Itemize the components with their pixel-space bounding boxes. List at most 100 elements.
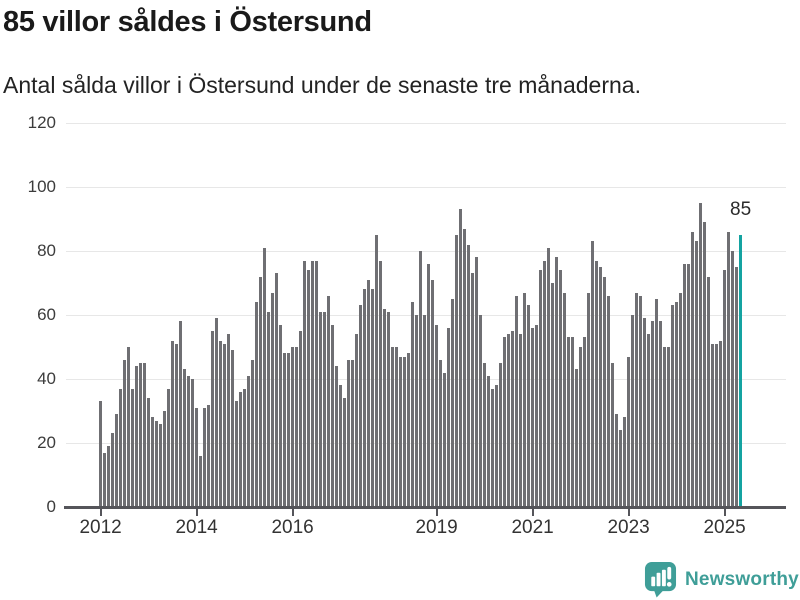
bar-month bbox=[503, 337, 507, 507]
bar-month bbox=[155, 420, 159, 507]
bar-month bbox=[639, 295, 643, 507]
bar-month bbox=[615, 414, 619, 507]
bar-month bbox=[631, 315, 635, 507]
bar-month bbox=[131, 388, 135, 507]
bar-month bbox=[675, 302, 679, 507]
bar-month bbox=[715, 343, 719, 507]
bar-month bbox=[427, 263, 431, 507]
bar-month bbox=[723, 270, 727, 507]
bar-month bbox=[159, 423, 163, 507]
bar-month bbox=[703, 222, 707, 507]
bar-month bbox=[571, 337, 575, 507]
bar-month bbox=[339, 385, 343, 507]
bar-month bbox=[255, 302, 259, 507]
bar-month bbox=[195, 407, 199, 507]
bar-month bbox=[383, 308, 387, 507]
bar-month bbox=[647, 334, 651, 507]
bar-month bbox=[331, 324, 335, 507]
x-axis-label-2023: 2023 bbox=[607, 517, 650, 538]
bar-month bbox=[151, 417, 155, 507]
bar-month bbox=[263, 247, 267, 507]
bar-month bbox=[627, 356, 631, 507]
bar-month bbox=[399, 356, 403, 507]
y-axis-label-40: 40 bbox=[37, 369, 56, 388]
bar-month bbox=[307, 270, 311, 507]
bar-month bbox=[167, 388, 171, 507]
x-axis-tick-2023 bbox=[627, 509, 630, 516]
bar-month bbox=[711, 343, 715, 507]
bar-month bbox=[247, 375, 251, 507]
bar-month bbox=[439, 359, 443, 507]
x-axis-label-2019: 2019 bbox=[415, 517, 458, 538]
bar-month bbox=[687, 263, 691, 507]
bar-month bbox=[235, 401, 239, 507]
bar-month bbox=[619, 430, 623, 507]
bar-month bbox=[335, 366, 339, 507]
bar-month bbox=[447, 327, 451, 507]
y-axis-label-100: 100 bbox=[27, 177, 56, 196]
bar-month bbox=[119, 388, 123, 507]
bar-highlight-current bbox=[739, 235, 743, 507]
gridline-100 bbox=[66, 186, 786, 188]
bar-month bbox=[271, 292, 275, 507]
bar-month bbox=[651, 321, 655, 507]
y-axis-label-120: 120 bbox=[27, 113, 56, 132]
bar-month bbox=[635, 292, 639, 507]
bar-month bbox=[543, 260, 547, 507]
bar-month bbox=[527, 305, 531, 507]
bar-month bbox=[103, 452, 107, 507]
bar-month bbox=[463, 228, 467, 507]
bar-month bbox=[99, 401, 103, 507]
x-axis-label-2012: 2012 bbox=[79, 517, 122, 538]
bar-month bbox=[139, 363, 143, 507]
bar-month bbox=[171, 340, 175, 507]
bar-month bbox=[523, 292, 527, 507]
bar-month bbox=[611, 363, 615, 507]
bar-month bbox=[667, 347, 671, 507]
bar-month bbox=[251, 359, 255, 507]
bar-month bbox=[183, 369, 187, 507]
bar-month bbox=[479, 315, 483, 507]
bar-month bbox=[491, 388, 495, 507]
bar-month bbox=[187, 375, 191, 507]
bar-month bbox=[643, 318, 647, 507]
bar-month bbox=[211, 331, 215, 507]
bar-month bbox=[267, 311, 271, 507]
bar-month bbox=[519, 334, 523, 507]
newsworthy-logo-icon bbox=[644, 561, 677, 598]
bar-month bbox=[371, 289, 375, 507]
bar-month bbox=[111, 433, 115, 507]
bar-month bbox=[287, 353, 291, 507]
bar-month bbox=[419, 251, 423, 507]
bar-month bbox=[135, 366, 139, 507]
bar-month bbox=[475, 257, 479, 507]
bar-month bbox=[583, 337, 587, 507]
bar-month bbox=[219, 340, 223, 507]
bar-month bbox=[587, 292, 591, 507]
bar-month bbox=[659, 321, 663, 507]
bar-month bbox=[395, 347, 399, 507]
x-axis-tick-2012 bbox=[99, 509, 102, 516]
brand-footer: Newsworthy bbox=[644, 561, 799, 598]
bar-month bbox=[367, 279, 371, 507]
x-axis-label-2014: 2014 bbox=[175, 517, 218, 538]
bar-month bbox=[207, 404, 211, 507]
y-axis-label-0: 0 bbox=[46, 497, 56, 516]
bar-month bbox=[663, 347, 667, 507]
bar-month bbox=[515, 295, 519, 507]
bar-month bbox=[283, 353, 287, 507]
bar-month bbox=[607, 295, 611, 507]
bar-month bbox=[547, 247, 551, 507]
bar-month bbox=[279, 324, 283, 507]
bar-month bbox=[423, 315, 427, 507]
bar-month bbox=[259, 276, 263, 507]
bar-month bbox=[295, 347, 299, 507]
bar-month bbox=[455, 235, 459, 507]
bar-month bbox=[499, 363, 503, 507]
x-axis-tick-2016 bbox=[291, 509, 294, 516]
bar-month bbox=[591, 241, 595, 507]
bar-month bbox=[467, 244, 471, 507]
bar-month bbox=[303, 260, 307, 507]
y-axis-label-80: 80 bbox=[37, 241, 56, 260]
